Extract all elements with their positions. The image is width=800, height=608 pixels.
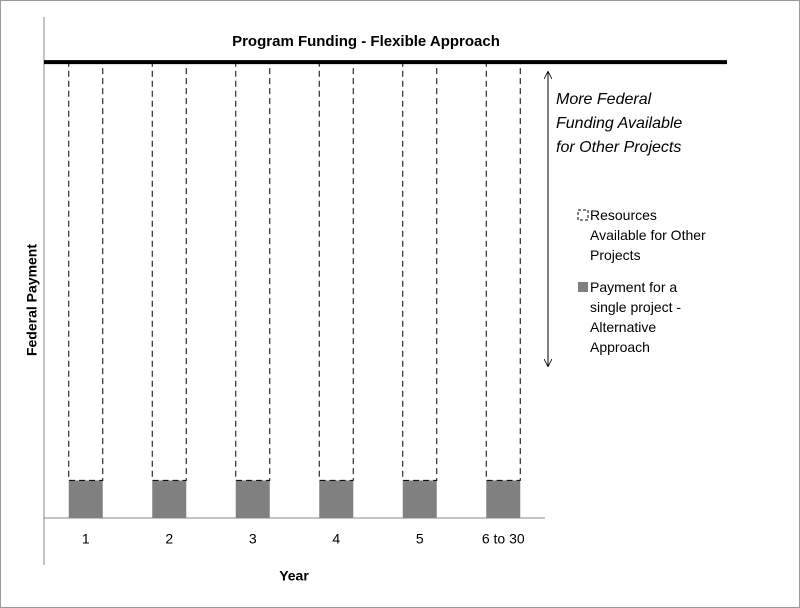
annotation: More Federal Funding Available for Other… bbox=[556, 91, 683, 156]
legend-item: Resources Available for Other Projects bbox=[590, 207, 706, 263]
bar-segment bbox=[68, 61, 104, 481]
x-tick-label: 5 bbox=[416, 531, 424, 547]
x-tick-label: 4 bbox=[332, 531, 340, 547]
bar-segment bbox=[402, 61, 438, 481]
x-tick-label: 6 to 30 bbox=[482, 531, 525, 547]
x-axis-title: Year bbox=[279, 568, 309, 584]
chart-title: Program Funding - Flexible Approach bbox=[232, 33, 500, 50]
x-tick-label: 1 bbox=[82, 531, 90, 547]
legend-item: Payment for a single project - Alternati… bbox=[590, 279, 682, 355]
legend-label: Resources Available for Other Projects bbox=[590, 207, 706, 263]
bar-segment bbox=[402, 480, 437, 518]
bar-segment bbox=[318, 61, 354, 481]
annotation-box: More Federal Funding Available for Other… bbox=[556, 91, 683, 156]
y-axis-title: Federal Payment bbox=[24, 244, 40, 356]
x-tick-label: 3 bbox=[249, 531, 257, 547]
bar-segment bbox=[486, 480, 521, 518]
x-tick-label: 2 bbox=[165, 531, 173, 547]
bar-segment bbox=[151, 61, 187, 481]
legend-swatch bbox=[577, 209, 589, 221]
bar-segment bbox=[319, 480, 354, 518]
bar-segment bbox=[235, 61, 271, 481]
bar-segment bbox=[235, 480, 270, 518]
bar-segment bbox=[152, 480, 187, 518]
bar-segment bbox=[485, 61, 521, 481]
legend-label: Payment for a single project - Alternati… bbox=[590, 279, 682, 355]
legend-swatch bbox=[578, 282, 588, 292]
bar-segment bbox=[68, 480, 103, 518]
